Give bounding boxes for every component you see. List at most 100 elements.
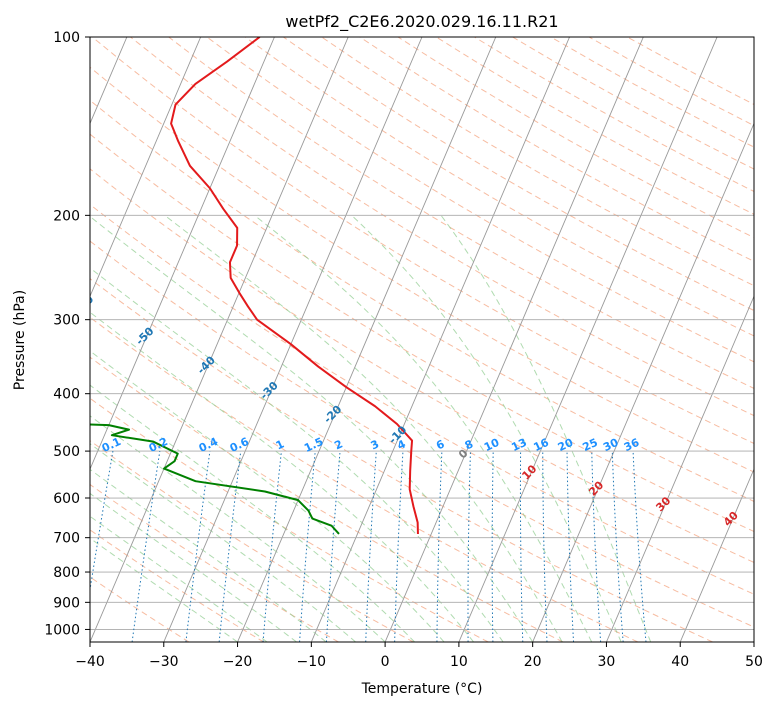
moist-adiabat-line bbox=[90, 384, 415, 642]
mixing-ratio-line bbox=[218, 451, 242, 642]
y-tick-label: 900 bbox=[53, 595, 80, 611]
moist-adiabat-line bbox=[90, 311, 475, 642]
mixing-ratio-line bbox=[185, 451, 211, 642]
dry-adiabat-line bbox=[627, 37, 754, 106]
isotherm-line bbox=[679, 467, 754, 642]
dry-adiabat-line bbox=[90, 356, 564, 642]
mixing-ratio-label: 30 bbox=[601, 436, 621, 454]
mixing-ratio-line bbox=[365, 451, 377, 642]
dry-adiabat-line bbox=[550, 37, 754, 148]
y-tick-label: 500 bbox=[53, 444, 80, 460]
mixing-ratio-line bbox=[299, 451, 316, 642]
x-tick-label: −20 bbox=[223, 654, 253, 670]
mixing-ratio-line bbox=[394, 451, 404, 642]
isotherm-line bbox=[753, 640, 754, 642]
dry-adiabat-line bbox=[90, 240, 754, 628]
mixing-ratio-label: 2 bbox=[332, 437, 344, 452]
dry-adiabat-label: 10 bbox=[519, 462, 539, 482]
dry-adiabat-label: -10 bbox=[386, 423, 409, 446]
dry-adiabat-line bbox=[435, 37, 754, 215]
dry-adiabat-line bbox=[90, 440, 414, 642]
moist-adiabat-line bbox=[351, 214, 622, 642]
x-tick-label: −30 bbox=[149, 654, 179, 670]
dry-adiabat-line bbox=[90, 576, 190, 642]
mixing-ratio-line bbox=[436, 451, 443, 642]
moist-adiabat-line bbox=[90, 468, 327, 642]
dry-adiabat-line bbox=[90, 397, 489, 642]
x-tick-label: 10 bbox=[450, 654, 468, 670]
dry-adiabat-line bbox=[359, 37, 754, 262]
mixing-ratio-line bbox=[90, 451, 114, 593]
isotherm-line bbox=[90, 37, 275, 471]
mixing-ratio-label: 36 bbox=[622, 436, 642, 454]
dry-adiabat-line bbox=[474, 37, 754, 193]
dry-adiabat-line bbox=[206, 37, 754, 363]
plot-frame bbox=[89, 36, 755, 643]
mixing-ratio-line bbox=[519, 451, 524, 642]
dry-adiabat-label: 20 bbox=[586, 478, 606, 498]
mixing-ratio-label: 16 bbox=[532, 436, 552, 454]
moist-adiabat-line bbox=[90, 267, 504, 642]
temperature-line bbox=[170, 37, 419, 534]
dry-adiabat-line bbox=[168, 37, 754, 389]
dry-adiabat-line bbox=[90, 99, 754, 502]
moist-adiabat-line bbox=[254, 214, 593, 642]
y-tick-label: 800 bbox=[53, 565, 80, 581]
x-tick-label: −40 bbox=[75, 654, 105, 670]
dry-adiabat-line bbox=[91, 37, 754, 445]
dry-adiabat-line bbox=[283, 37, 754, 312]
y-tick-label: 700 bbox=[53, 531, 80, 547]
x-tick-label: 50 bbox=[745, 654, 763, 670]
moist-adiabat-line bbox=[90, 492, 297, 642]
isotherm-line bbox=[458, 37, 718, 642]
y-tick-label: 400 bbox=[53, 387, 80, 403]
x-axis-label: Temperature (°C) bbox=[361, 681, 483, 697]
dry-adiabat-label: -50 bbox=[133, 324, 156, 347]
contour-labels: 0.10.20.40.611.52346810131620253036-100-… bbox=[16, 254, 741, 528]
mixing-ratio-label: 0.6 bbox=[228, 435, 251, 455]
mixing-ratio-line bbox=[467, 451, 471, 642]
mixing-ratio-label: 10 bbox=[482, 436, 502, 454]
dry-adiabat-line bbox=[244, 37, 754, 337]
x-tick-label: 0 bbox=[381, 654, 390, 670]
mixing-ratio-line bbox=[566, 451, 575, 642]
dewpoint-line bbox=[90, 423, 340, 535]
isotherm-line bbox=[384, 37, 644, 642]
mixing-ratio-label: 25 bbox=[581, 436, 600, 454]
dry-adiabat-line bbox=[90, 278, 713, 642]
dry-adiabat-line bbox=[130, 37, 754, 417]
chart-title: wetPf2_C2E6.2020.029.16.11.R21 bbox=[285, 12, 558, 32]
x-tick-label: −10 bbox=[297, 654, 327, 670]
x-tick-label: 40 bbox=[671, 654, 689, 670]
mixing-ratio-line bbox=[611, 451, 624, 642]
moist-adiabat-line bbox=[164, 214, 563, 642]
grid-lines bbox=[90, 37, 754, 642]
dry-adiabat-line bbox=[90, 483, 339, 642]
mixing-ratio-label: 0.4 bbox=[197, 435, 220, 455]
dry-adiabat-line bbox=[90, 529, 265, 642]
mixing-ratio-label: 20 bbox=[556, 436, 576, 454]
dry-adiabat-label: -40 bbox=[195, 353, 218, 376]
x-tick-label: 30 bbox=[598, 654, 616, 670]
axis-ticks: −40 −30 −20 −10 0 10 20 30 40 5010020030040050060… bbox=[44, 30, 763, 670]
y-axis-label: Pressure (hPa) bbox=[12, 290, 28, 390]
isotherm-line bbox=[90, 37, 349, 642]
dry-adiabat-line bbox=[588, 37, 754, 127]
dry-adiabat-label: -70 bbox=[16, 254, 39, 277]
isotherm-line bbox=[606, 295, 754, 642]
isotherm-line bbox=[310, 37, 570, 642]
x-tick-label: 20 bbox=[524, 654, 542, 670]
dry-adiabat-label: -60 bbox=[73, 292, 96, 315]
moist-adiabat-line bbox=[440, 215, 652, 642]
dry-adiabat-label: -20 bbox=[321, 403, 344, 426]
moist-adiabat-line bbox=[90, 515, 268, 642]
mixing-ratio-label: 3 bbox=[369, 437, 381, 452]
y-tick-label: 1000 bbox=[44, 622, 80, 638]
moist-adiabat-line bbox=[90, 537, 238, 642]
dry-adiabat-line bbox=[90, 133, 754, 533]
isotherm-line bbox=[532, 122, 754, 642]
moist-adiabat-line bbox=[90, 215, 534, 642]
y-tick-label: 100 bbox=[53, 30, 80, 46]
